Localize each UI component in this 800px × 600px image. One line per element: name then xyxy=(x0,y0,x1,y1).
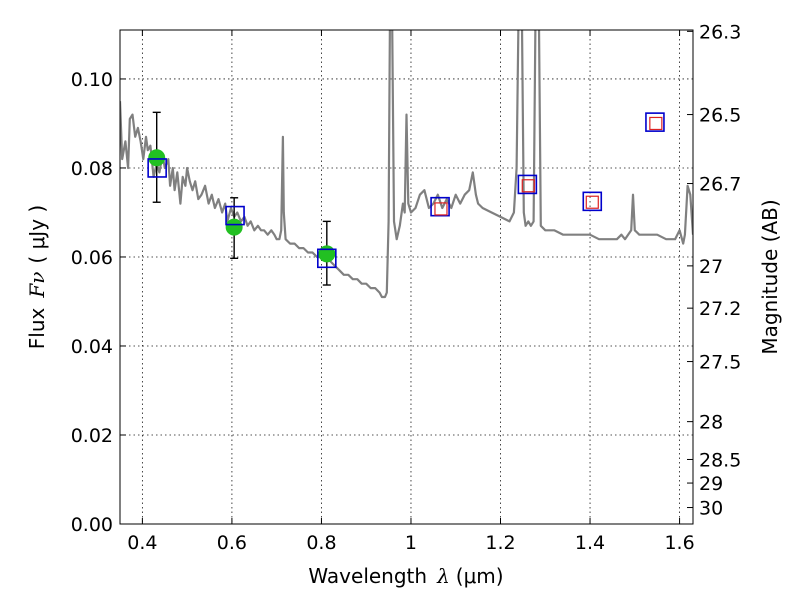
y-tick-label: 0.06 xyxy=(71,247,113,269)
plot-frame xyxy=(119,29,694,525)
axes-ticks: 0.4 0.6 0.8 1 1.2 1.4 1.6 0.00 0.02 0.04 0.06 0.08 0… xyxy=(71,21,742,554)
y-axis-label: FluxFν( μJy ) xyxy=(25,205,49,349)
model-square-red xyxy=(649,116,663,131)
model-square-blue xyxy=(225,205,245,226)
x-tick-label: 1.4 xyxy=(575,532,605,554)
x-tick-label: 1 xyxy=(405,532,417,554)
right-tick-label: 30 xyxy=(699,498,723,520)
model-square-blue xyxy=(582,191,603,212)
x-tick-label: 0.6 xyxy=(217,532,247,554)
model-square-blue xyxy=(517,174,538,195)
observed-point xyxy=(225,218,243,236)
y-tick-label: 0.02 xyxy=(71,425,113,447)
model-square-blue xyxy=(317,248,337,269)
model-square-blue xyxy=(645,112,665,132)
spectrum-line xyxy=(120,30,693,299)
right-tick-label: 26.5 xyxy=(699,105,741,127)
observed-point xyxy=(318,245,336,263)
right-tick-label: 26.7 xyxy=(699,174,741,196)
y-tick-label: 0.04 xyxy=(71,336,113,358)
model-square-red xyxy=(434,202,448,216)
x-tick-label: 0.4 xyxy=(127,532,157,554)
y-tick-label: 0.00 xyxy=(71,514,113,536)
y-tick-label: 0.10 xyxy=(71,69,113,91)
model-square-blue xyxy=(147,158,167,178)
right-tick-label: 28 xyxy=(699,412,723,434)
model-square-red xyxy=(585,195,599,209)
right-tick-label: 27.2 xyxy=(699,298,741,320)
right-tick-label: 27.5 xyxy=(699,352,741,374)
x-tick-label: 1.2 xyxy=(485,532,515,554)
right-tick-label: 26.3 xyxy=(699,21,741,43)
right-tick-label: 28.5 xyxy=(699,449,741,471)
right-tick-label: 29 xyxy=(699,473,723,495)
right-axis-label: Magnitude (AB) xyxy=(758,199,782,354)
x-axis-label: Wavelength λ (μm) xyxy=(308,564,503,588)
x-tick-label: 0.8 xyxy=(306,532,336,554)
plot-area xyxy=(120,30,693,299)
right-tick-label: 27 xyxy=(699,256,723,278)
y-tick-label: 0.08 xyxy=(71,158,113,180)
observed-point xyxy=(148,149,166,167)
x-tick-label: 1.6 xyxy=(664,532,694,554)
model-square-red xyxy=(521,179,535,193)
model-square-blue xyxy=(430,196,450,217)
